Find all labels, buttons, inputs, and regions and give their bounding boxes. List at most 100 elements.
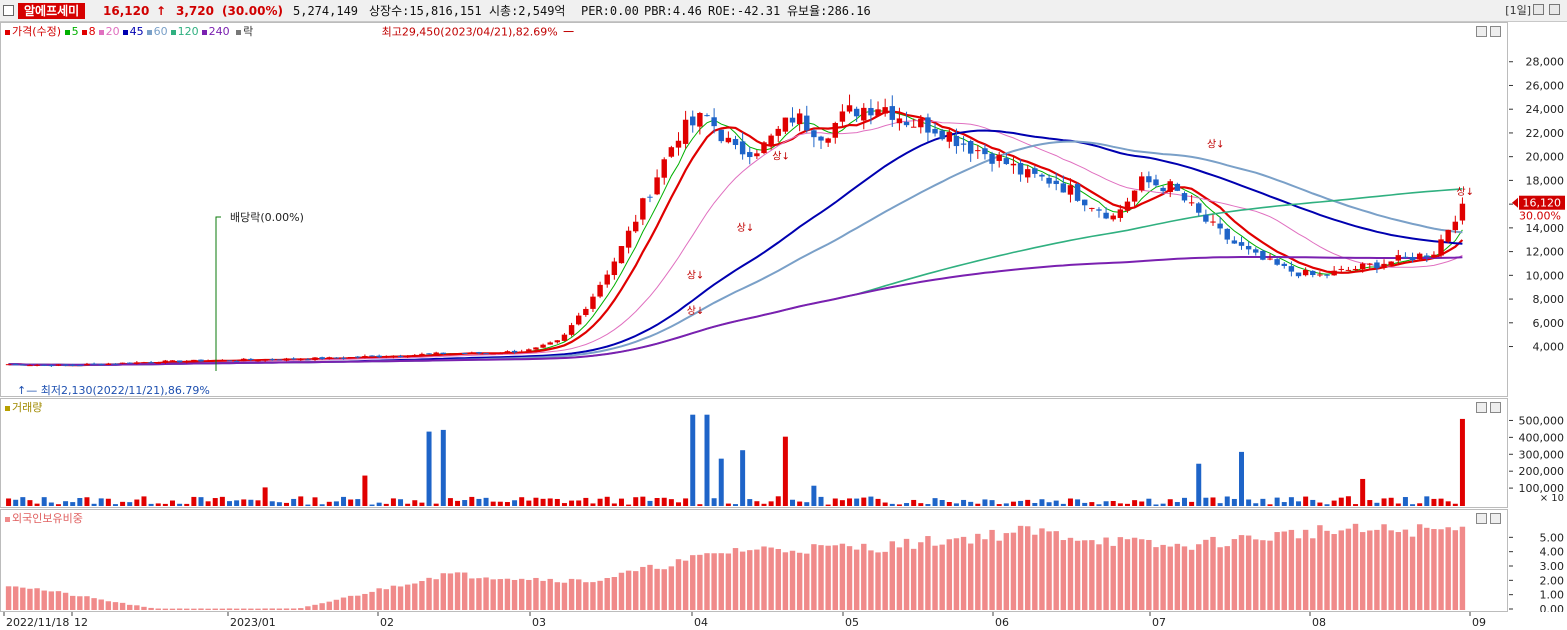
candle-body xyxy=(526,349,532,352)
candle-body xyxy=(1260,250,1266,260)
volume-bar xyxy=(904,503,910,506)
volume-bar xyxy=(105,498,111,506)
volume-bar xyxy=(996,504,1002,506)
foreign-bar xyxy=(1096,544,1102,610)
foreign-bar xyxy=(77,596,83,610)
volume-bar xyxy=(654,497,660,506)
foreign-bar xyxy=(1131,537,1138,610)
candle-body xyxy=(1082,199,1088,206)
ma-45-line xyxy=(8,129,1463,366)
foreign-bar xyxy=(611,576,618,610)
volume-bar xyxy=(911,499,917,506)
y-tick-label: 300,000 xyxy=(1519,448,1565,461)
pbr-value: PBR:4.46 xyxy=(644,4,702,18)
foreign-bar xyxy=(447,573,454,610)
candle-body xyxy=(1174,183,1181,191)
candle-body xyxy=(1074,184,1081,201)
candle-body xyxy=(675,140,682,148)
price-panel[interactable]: 가격(수정) 5 8 20 45 60 120 240 락 최고29,450(2023/04… xyxy=(0,22,1508,397)
foreign-bar xyxy=(996,540,1002,610)
select-checkbox[interactable] xyxy=(3,5,14,16)
candle-body xyxy=(853,108,860,117)
foreign-chart[interactable] xyxy=(1,510,1507,611)
volume-bar xyxy=(1067,498,1073,506)
volume-bar xyxy=(1039,499,1045,506)
candle-body xyxy=(640,198,646,220)
candle-body xyxy=(654,177,660,195)
panel-close-button[interactable] xyxy=(1490,26,1501,37)
foreign-bar xyxy=(226,608,233,610)
y-tick-label: 18,000 xyxy=(1526,174,1565,187)
foreign-bar xyxy=(896,547,903,610)
foreign-bar xyxy=(134,605,140,610)
volume-bar xyxy=(112,504,118,506)
ma-240-line xyxy=(8,256,1463,366)
volume-bar xyxy=(1018,500,1024,506)
foreign-bar xyxy=(682,560,689,610)
volume-bar xyxy=(1267,504,1273,506)
volume-panel[interactable]: 거래량 xyxy=(0,398,1508,508)
volume-bar xyxy=(1246,499,1252,506)
foreign-bar xyxy=(725,553,732,610)
panel-min-button[interactable] xyxy=(1476,402,1487,413)
minimize-button[interactable] xyxy=(1533,4,1544,15)
y-tick-label: 3.00 xyxy=(1540,560,1565,573)
volume-bar xyxy=(1303,496,1309,506)
foreign-bar xyxy=(1089,540,1095,610)
volume-bar xyxy=(1417,503,1423,506)
volume-bar xyxy=(519,497,525,506)
volume-bar xyxy=(1374,502,1380,506)
candle-body xyxy=(412,354,418,356)
foreign-ownership-panel[interactable]: 외국인보유비중 xyxy=(0,509,1508,612)
foreign-bar xyxy=(1352,523,1359,610)
legend-price-label: 가격(수정) xyxy=(12,25,62,38)
foreign-bar xyxy=(967,543,974,610)
volume-bar xyxy=(1353,504,1359,506)
volume-chart[interactable] xyxy=(1,399,1507,507)
candle-body xyxy=(1196,203,1202,213)
foreign-bar xyxy=(982,539,988,610)
candle-body xyxy=(433,352,439,354)
panel-min-button[interactable] xyxy=(1476,26,1487,37)
stock-name[interactable]: 알에프세미 xyxy=(18,3,86,19)
volume-bar xyxy=(961,499,967,506)
panel-min-button[interactable] xyxy=(1476,513,1487,524)
volume-bar xyxy=(1210,497,1216,506)
foreign-bar xyxy=(298,608,304,610)
foreign-bar xyxy=(1267,540,1273,610)
legend-ex-label: 락 xyxy=(243,25,254,38)
volume-bar xyxy=(1110,500,1116,506)
candle-body xyxy=(226,360,233,362)
candle-body xyxy=(5,364,12,366)
foreign-bar xyxy=(604,578,610,610)
candle-body xyxy=(1274,259,1280,265)
foreign-bar xyxy=(419,581,425,610)
foreign-bar xyxy=(148,607,154,610)
foreign-bar xyxy=(184,608,190,610)
candle-body xyxy=(255,360,261,362)
candle-body xyxy=(1388,261,1394,266)
candle-body xyxy=(383,356,389,358)
volume-bar xyxy=(604,496,610,506)
panel-close-button[interactable] xyxy=(1490,402,1501,413)
volume-bar xyxy=(227,501,232,506)
foreign-bar xyxy=(1067,537,1074,610)
current-price-tag xyxy=(1519,195,1565,210)
volume-bar xyxy=(41,497,47,506)
panel-close-button[interactable] xyxy=(1490,513,1501,524)
period-selector[interactable]: [1일] xyxy=(1505,4,1531,17)
x-tick-label: 09 xyxy=(1472,616,1486,629)
volume-bar xyxy=(305,504,311,506)
price-chart[interactable]: 최고29,450(2023/04/21),82.69% ↑— 최저2,130(20… xyxy=(1,23,1507,396)
candle-body xyxy=(127,362,133,364)
volume-bar xyxy=(1395,503,1401,506)
candle-body xyxy=(1409,256,1416,261)
volume-bar xyxy=(847,498,853,506)
volume-bar xyxy=(597,498,603,506)
candle-body xyxy=(1317,274,1323,276)
candle-body xyxy=(91,363,97,365)
candle-body xyxy=(305,359,311,361)
candle-body xyxy=(1153,179,1159,186)
candle-body xyxy=(1010,163,1017,166)
close-button[interactable] xyxy=(1549,4,1560,15)
